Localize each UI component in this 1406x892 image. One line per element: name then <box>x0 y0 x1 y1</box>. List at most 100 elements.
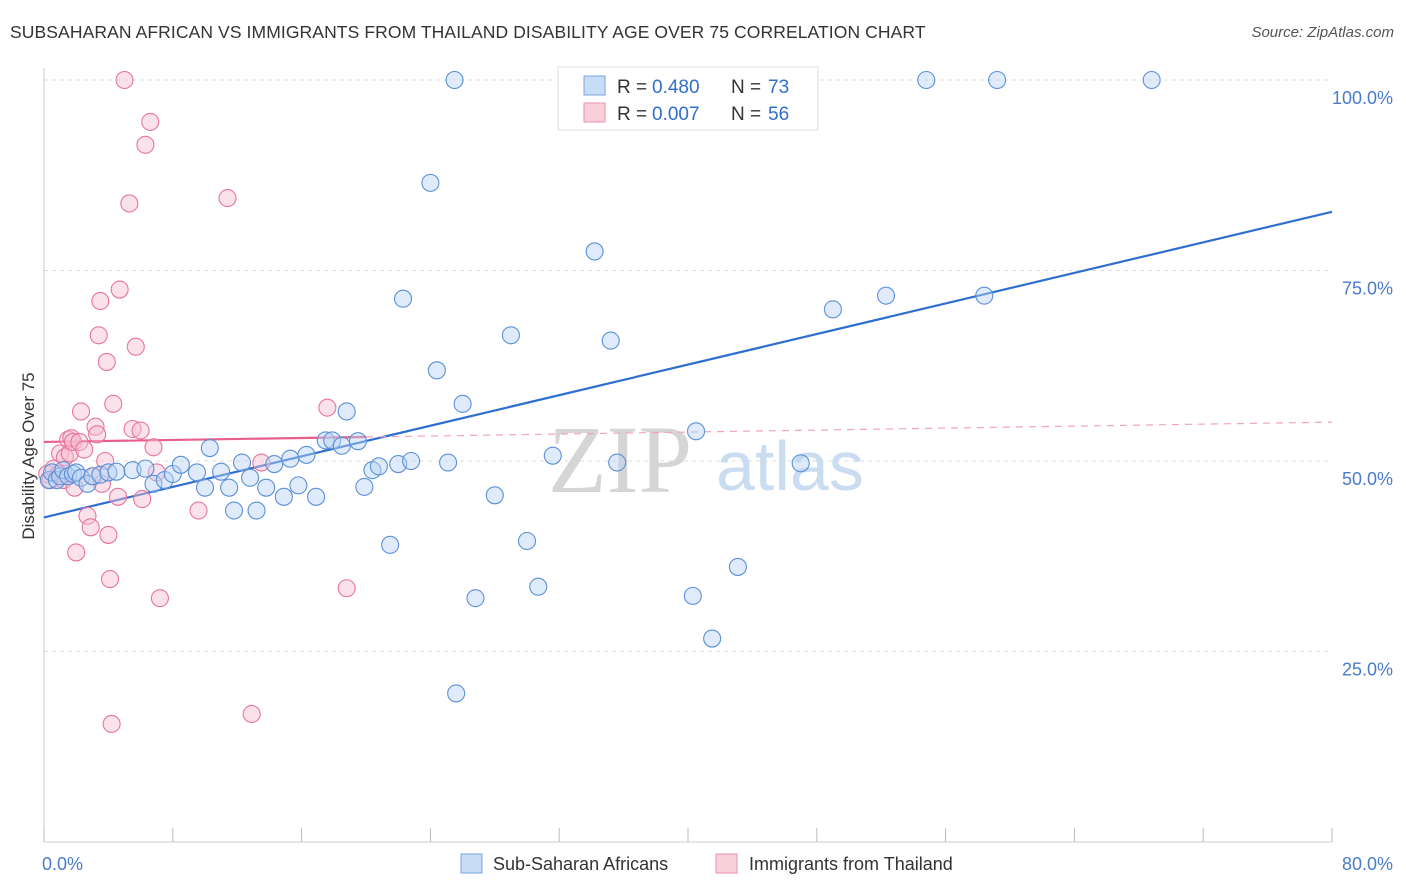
subsaharan-point <box>876 286 896 305</box>
subsaharan-point <box>136 459 155 478</box>
subsaharan-point <box>791 454 810 473</box>
subsaharan-point <box>439 453 458 472</box>
thailand-point <box>218 189 237 208</box>
thailand-point <box>100 570 120 589</box>
legend-bottom: Sub-Saharan Africans Immigrants from Tha… <box>460 853 953 874</box>
subsaharan-point <box>144 474 163 493</box>
subsaharan-point <box>355 477 374 496</box>
subsaharan-point <box>187 463 206 482</box>
subsaharan-point <box>686 422 706 441</box>
watermark: ZIP atlas <box>548 406 864 513</box>
subsaharan-point <box>369 457 388 476</box>
thailand-point <box>144 438 163 457</box>
subsaharan-point <box>107 462 126 481</box>
subsaharan-point <box>307 487 326 506</box>
subsaharan-point <box>241 468 260 487</box>
thailand-point <box>81 518 100 537</box>
thailand-point <box>86 417 105 436</box>
legend-r-label-pink: R = <box>617 104 647 125</box>
thailand-point <box>337 579 356 598</box>
subsaharan-point <box>988 70 1007 90</box>
subsaharan-point <box>393 289 413 308</box>
subsaharan-point <box>123 461 142 480</box>
subsaharan-point <box>453 394 472 413</box>
thailand-point <box>318 398 337 417</box>
thailand-point <box>97 352 116 371</box>
thailand-point <box>109 487 128 506</box>
subsaharan-point <box>212 462 231 481</box>
subsaharan-point <box>975 286 994 305</box>
thailand-point <box>71 402 91 421</box>
subsaharan-point <box>297 445 316 464</box>
thailand-point <box>150 589 169 608</box>
thailand-point <box>104 394 123 413</box>
legend-swatch-pink <box>583 102 606 123</box>
subsaharan-point <box>281 449 300 468</box>
subsaharan-point <box>381 535 400 554</box>
legend-n-label-pink: N = <box>731 104 761 125</box>
x-tick-label: 80.0% <box>1342 854 1393 874</box>
legend-bottom-label-blue: Sub-Saharan Africans <box>493 854 668 874</box>
subsaharan-point <box>337 402 356 421</box>
trend-line-thailand-solid <box>43 435 367 444</box>
thailand-point <box>133 490 152 509</box>
series-thailand-points <box>38 70 356 733</box>
x-axis-tick-labels: 0.0% 80.0% <box>42 854 1393 874</box>
legend-r-value-pink: 0.007 <box>652 104 700 125</box>
thailand-point <box>88 425 107 444</box>
chart-title: SUBSAHARAN AFRICAN VS IMMIGRANTS FROM TH… <box>10 22 926 42</box>
thailand-point <box>141 112 160 131</box>
thailand-point <box>115 70 134 90</box>
subsaharan-point <box>323 431 342 450</box>
thailand-point <box>131 421 150 440</box>
thailand-point <box>242 704 261 724</box>
legend-r-value-blue: 0.480 <box>652 77 700 98</box>
x-tick-label: 0.0% <box>42 854 83 874</box>
subsaharan-point <box>728 557 747 576</box>
subsaharan-point <box>274 487 293 506</box>
subsaharan-point <box>224 501 244 520</box>
thailand-point <box>136 135 155 154</box>
subsaharan-point <box>517 531 537 551</box>
subsaharan-point <box>265 454 284 474</box>
thailand-point <box>96 451 115 471</box>
subsaharan-point <box>683 586 702 605</box>
y-tick-label: 50.0% <box>1342 469 1393 489</box>
subsaharan-point <box>316 431 335 450</box>
subsaharan-point <box>220 478 239 497</box>
subsaharan-point <box>200 438 219 458</box>
subsaharan-point <box>529 577 548 596</box>
subsaharan-point <box>543 446 562 465</box>
subsaharan-point <box>703 629 722 648</box>
thailand-point <box>252 453 271 472</box>
thailand-point <box>110 280 129 299</box>
source-credit: Source: ZipAtlas.com <box>1251 24 1394 41</box>
subsaharan-point <box>247 501 266 520</box>
legend-top: R = 0.480 N = 73 R = 0.007 N = 56 <box>557 66 819 131</box>
legend-n-value-pink: 56 <box>768 104 789 125</box>
grid-lines <box>44 79 1332 652</box>
subsaharan-point <box>501 326 520 345</box>
y-axis-label: Disability Age Over 75 <box>19 372 38 539</box>
subsaharan-point <box>232 453 252 472</box>
legend-swatch-blue <box>583 75 606 96</box>
subsaharan-point <box>445 70 464 90</box>
subsaharan-point <box>289 476 308 495</box>
thailand-point <box>59 430 78 449</box>
subsaharan-point <box>427 361 446 380</box>
legend-n-label-blue: N = <box>731 77 761 98</box>
subsaharan-point <box>1142 70 1161 90</box>
subsaharan-point <box>402 451 421 471</box>
legend-n-value-blue: 73 <box>768 77 789 98</box>
y-tick-label: 100.0% <box>1332 88 1393 108</box>
subsaharan-point <box>447 684 466 703</box>
trend-lines <box>43 210 1333 519</box>
thailand-point <box>92 474 112 493</box>
thailand-point <box>89 326 108 345</box>
legend-bottom-swatch-pink <box>715 853 738 874</box>
trend-line-subsaharan <box>43 210 1333 519</box>
subsaharan-point <box>421 173 440 192</box>
thailand-point <box>120 194 139 213</box>
thailand-point <box>78 506 97 525</box>
subsaharan-point <box>348 432 368 451</box>
